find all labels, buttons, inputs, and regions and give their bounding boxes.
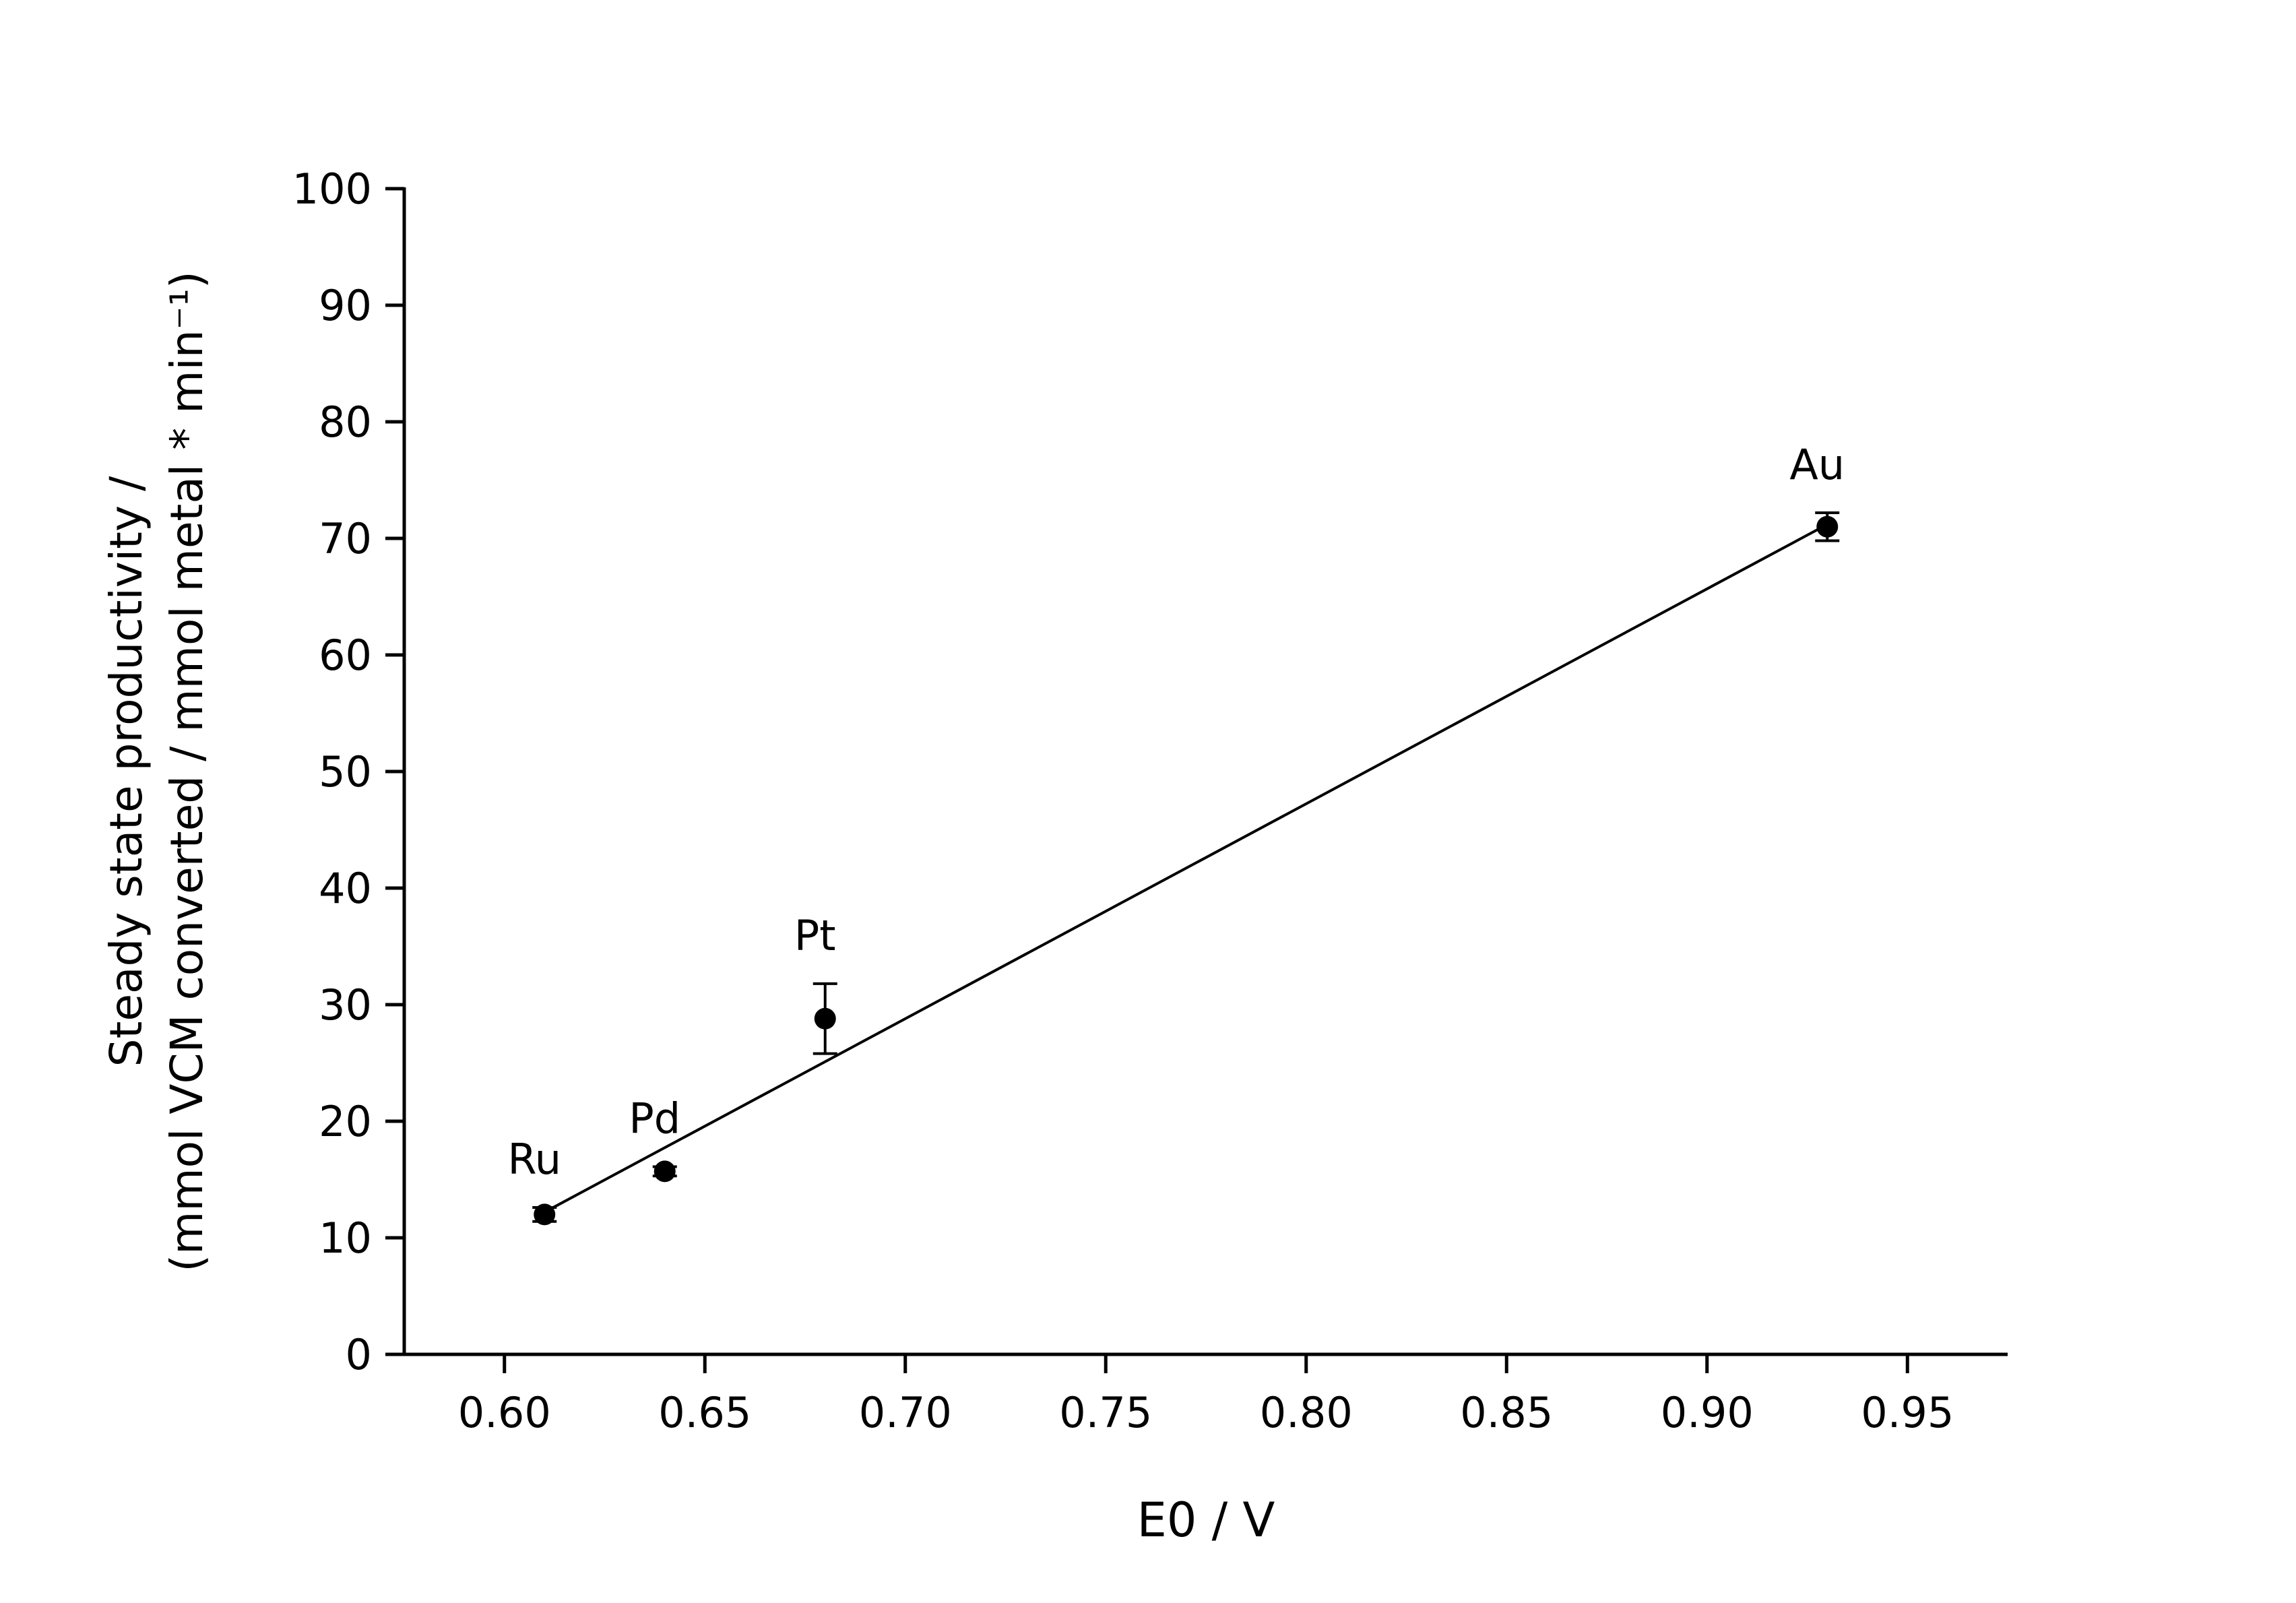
point-label-Au: Au [1789, 440, 1845, 489]
x-axis-title: E0 / V [1137, 1492, 1275, 1548]
y-tick-label: 60 [319, 631, 372, 680]
x-tick-label: 0.70 [859, 1388, 952, 1437]
y-tick-label: 20 [319, 1097, 372, 1146]
y-tick-label: 40 [319, 864, 372, 913]
x-tick-label: 0.60 [458, 1388, 551, 1437]
y-tick-label: 90 [319, 281, 372, 330]
point-label-Pt: Pt [794, 911, 836, 960]
x-tick-label: 0.95 [1861, 1388, 1954, 1437]
data-point-Ru [534, 1203, 556, 1226]
x-tick-label: 0.90 [1661, 1388, 1754, 1437]
y-tick-label: 70 [319, 514, 372, 563]
plot-layer: Ru Pd Pt Au [507, 440, 1845, 1226]
y-tick-label: 10 [319, 1214, 372, 1263]
x-tick-label: 0.85 [1460, 1388, 1553, 1437]
trend-line [544, 523, 1828, 1214]
point-label-Pd: Pd [629, 1094, 680, 1143]
axes-layer: 0.60 0.65 0.70 0.75 0.80 0.85 0.90 0.95 0 10 20 30 4… [292, 164, 2008, 1437]
y-tick-label: 50 [319, 747, 372, 796]
data-point-Au [1816, 515, 1839, 538]
y-tick-label: 100 [292, 164, 372, 214]
point-label-Ru: Ru [507, 1135, 561, 1184]
y-tick-label: 30 [319, 980, 372, 1030]
x-tick-label: 0.65 [658, 1388, 751, 1437]
x-tick-label: 0.80 [1260, 1388, 1353, 1437]
x-tick-label: 0.75 [1059, 1388, 1152, 1437]
y-tick-label: 80 [319, 398, 372, 447]
y-axis-title-line1: Steady state productivity / [100, 476, 152, 1067]
y-tick-label: 0 [346, 1330, 372, 1379]
data-point-Pt [814, 1007, 836, 1030]
y-axis-title-line2: (mmol VCM converted / mmol metal * min⁻¹… [161, 271, 213, 1271]
data-point-Pd [653, 1160, 676, 1183]
